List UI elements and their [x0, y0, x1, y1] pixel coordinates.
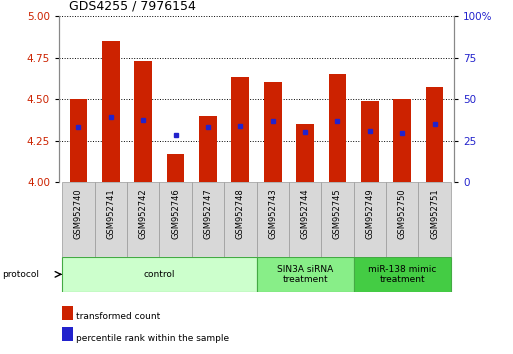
Text: percentile rank within the sample: percentile rank within the sample — [76, 333, 229, 343]
Text: GSM952747: GSM952747 — [204, 188, 212, 239]
Bar — [70, 99, 87, 182]
Bar — [62, 182, 94, 257]
Bar — [94, 182, 127, 257]
Text: GSM952744: GSM952744 — [301, 188, 309, 239]
Bar — [419, 182, 451, 257]
Bar — [361, 101, 379, 182]
Bar — [328, 74, 346, 182]
Text: GSM952742: GSM952742 — [139, 188, 148, 239]
Bar — [134, 61, 152, 182]
Text: miR-138 mimic
treatment: miR-138 mimic treatment — [368, 265, 437, 284]
Bar — [296, 124, 314, 182]
Bar — [386, 182, 419, 257]
Text: GSM952749: GSM952749 — [365, 188, 374, 239]
Bar — [256, 182, 289, 257]
Bar — [353, 182, 386, 257]
Text: protocol: protocol — [3, 270, 40, 279]
Bar — [167, 154, 185, 182]
Text: control: control — [144, 270, 175, 279]
Bar — [102, 41, 120, 182]
Text: SIN3A siRNA
treatment: SIN3A siRNA treatment — [277, 265, 333, 284]
Bar — [321, 182, 353, 257]
Bar — [353, 257, 451, 292]
Bar — [289, 182, 321, 257]
Text: GSM952741: GSM952741 — [106, 188, 115, 239]
Bar — [127, 182, 160, 257]
Text: GSM952740: GSM952740 — [74, 188, 83, 239]
Bar — [264, 82, 282, 182]
Bar — [224, 182, 256, 257]
Text: GSM952750: GSM952750 — [398, 188, 407, 239]
Bar — [426, 87, 443, 182]
Bar — [231, 78, 249, 182]
Bar — [160, 182, 192, 257]
Bar — [192, 182, 224, 257]
Text: GSM952743: GSM952743 — [268, 188, 277, 239]
Bar — [199, 116, 217, 182]
Text: GDS4255 / 7976154: GDS4255 / 7976154 — [69, 0, 196, 12]
Text: GSM952751: GSM952751 — [430, 188, 439, 239]
Text: transformed count: transformed count — [76, 312, 160, 321]
Bar — [256, 257, 353, 292]
Bar — [393, 99, 411, 182]
Text: GSM952745: GSM952745 — [333, 188, 342, 239]
Bar — [62, 257, 256, 292]
Text: GSM952746: GSM952746 — [171, 188, 180, 239]
Text: GSM952748: GSM952748 — [236, 188, 245, 239]
